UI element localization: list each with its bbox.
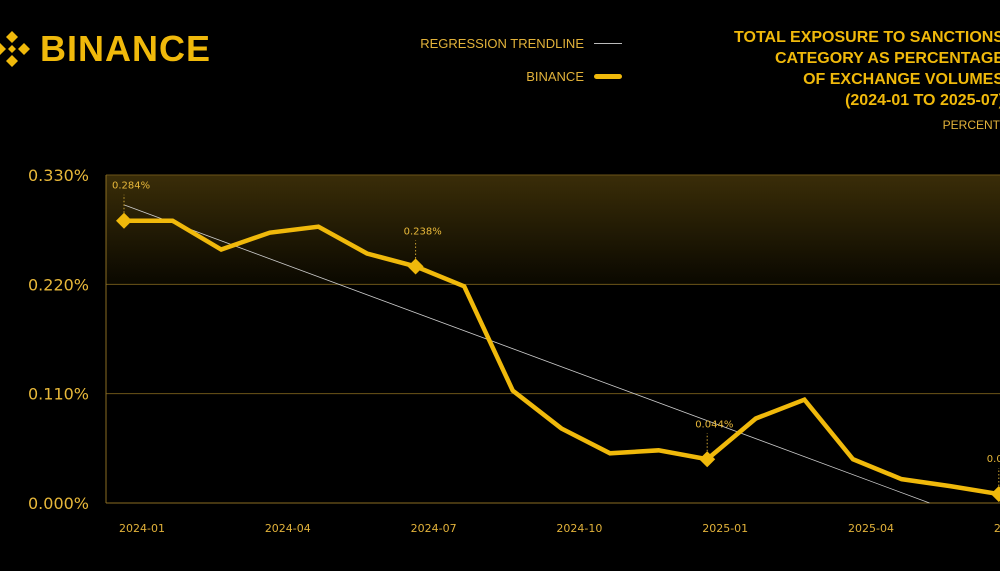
legend-item-trendline: REGRESSION TRENDLINE (420, 36, 622, 51)
diamond-marker (990, 486, 1000, 503)
legend-swatch-trendline (594, 43, 622, 44)
x-tick-label: 2025-01 (702, 522, 748, 535)
regression-trendline (123, 204, 930, 504)
annotation-label: 0.238% (404, 226, 442, 237)
x-tick-label: 2025-07 (994, 522, 1000, 535)
x-tick-label: 2024-07 (411, 522, 457, 535)
legend-label-binance: BINANCE (526, 69, 584, 84)
binance-logo: BINANCE (0, 28, 211, 70)
x-tick-label: 2024-04 (265, 522, 311, 535)
y-tick-label: 0.220% (28, 275, 89, 294)
highlight-band (106, 175, 1000, 285)
annotation-label: 0.009% (987, 454, 1000, 465)
annotation-label: 0.044% (695, 419, 733, 430)
unit-label: PERCENT (942, 118, 1000, 132)
binance-diamond-icon (0, 31, 30, 67)
x-tick-label: 2024-01 (119, 522, 165, 535)
brand-name: BINANCE (40, 28, 212, 69)
diamond-marker (699, 451, 716, 468)
legend-item-binance: BINANCE (526, 69, 622, 84)
legend-label-trendline: REGRESSION TRENDLINE (420, 36, 584, 51)
chart-title: TOTAL EXPOSURE TO SANCTIONS CATEGORY AS … (734, 29, 1000, 109)
diamond-marker (407, 258, 424, 275)
binance-series-line (124, 218, 1000, 497)
annotation-label: 0.284% (112, 181, 150, 192)
x-tick-label: 2024-10 (556, 522, 602, 535)
y-tick-label: 0.330% (28, 166, 89, 185)
y-tick-label: 0.110% (28, 385, 89, 404)
y-tick-label: 0.000% (28, 494, 89, 513)
x-tick-label: 2025-04 (848, 522, 894, 535)
legend-swatch-binance (594, 74, 622, 79)
diamond-marker (116, 212, 132, 229)
